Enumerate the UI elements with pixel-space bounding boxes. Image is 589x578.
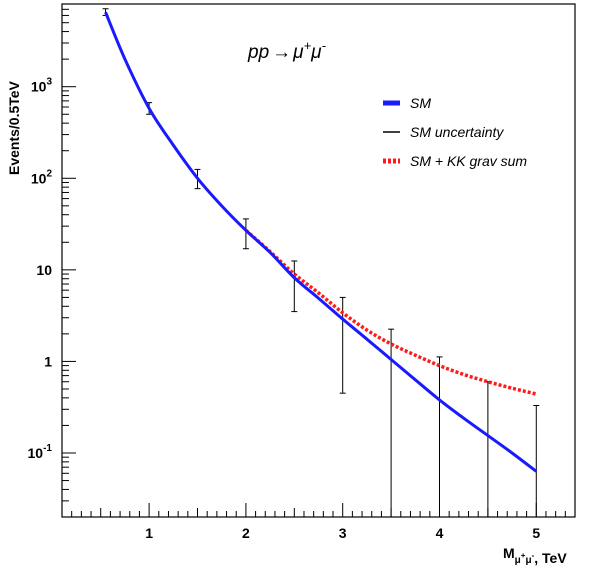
chart-title: pp → μ+μ- (247, 38, 327, 63)
y-tick-label: 10-1 (28, 443, 53, 461)
x-axis-label: Mμ+μ-, TeV (503, 545, 567, 566)
x-tick-label: 3 (339, 525, 347, 541)
plot-frame (61, 3, 576, 518)
legend: SM SM uncertainty SM + KK grav sum (383, 95, 527, 169)
x-tick-label: 1 (145, 525, 153, 541)
legend-label-sm-uncertainty: SM uncertainty (410, 124, 504, 140)
sm-kk-grav-sum-line (244, 229, 537, 396)
legend-label-kk: SM + KK grav sum (410, 153, 527, 169)
y-tick-label: 1 (44, 353, 52, 369)
y-tick-label: 10 (36, 262, 52, 278)
y-tick-label: 103 (31, 77, 53, 95)
y-tick-label: 102 (31, 168, 53, 186)
sm-line (104, 11, 538, 473)
x-tick-label: 4 (436, 525, 444, 541)
legend-label-sm: SM (410, 95, 431, 111)
x-tick-label: 5 (532, 525, 540, 541)
x-tick-label: 2 (242, 525, 250, 541)
y-axis-label: Events/0.5TeV (6, 80, 22, 175)
